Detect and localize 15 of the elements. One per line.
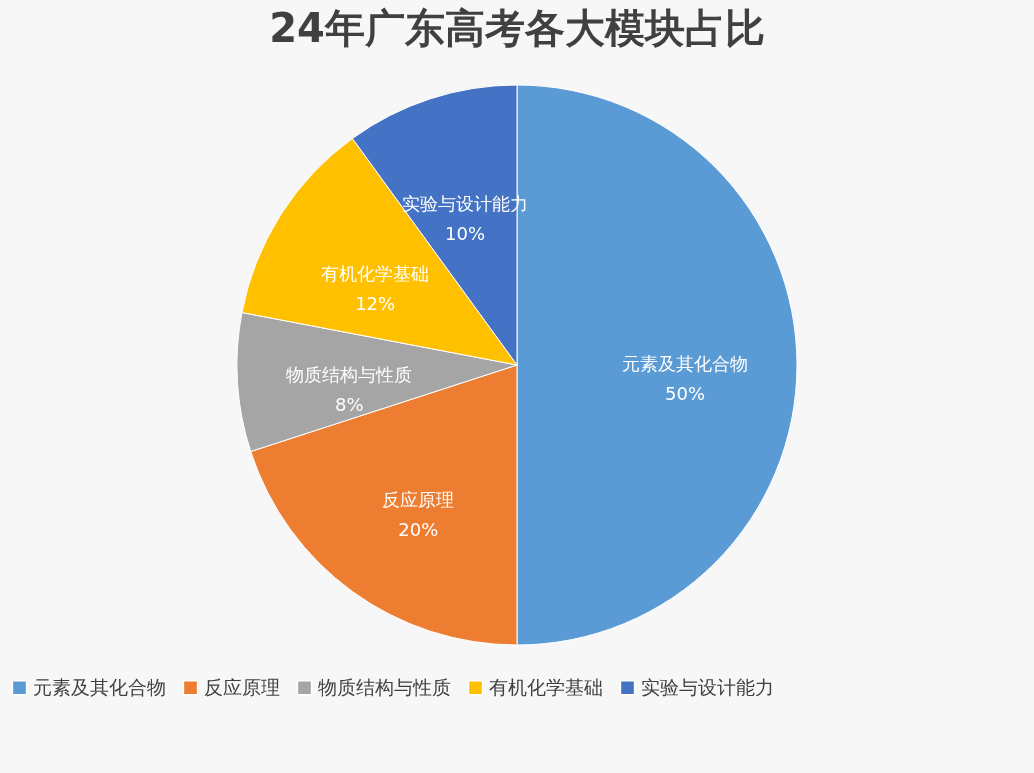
legend-label: 物质结构与性质 <box>318 675 451 698</box>
data-label: 50% <box>664 383 706 404</box>
slice-label: 有机化学基础 <box>321 262 430 284</box>
data-label: 12% <box>355 292 396 314</box>
slice-label: 反应原理 <box>382 488 455 510</box>
legend-label: 有机化学基础 <box>489 675 603 698</box>
slice-label: 物质结构与性质 <box>286 363 413 385</box>
legend-label: 反应原理 <box>204 675 280 698</box>
slice-label: 元素及其化合物 <box>622 353 748 374</box>
data-label: 8% <box>335 393 364 415</box>
chart-title: 24年广东高考各大模块占比 <box>269 5 765 51</box>
legend-label: 元素及其化合物 <box>33 675 166 698</box>
data-label: 10% <box>445 223 486 245</box>
data-label: 20% <box>398 518 439 540</box>
legend-label: 实验与设计能力 <box>641 675 774 698</box>
